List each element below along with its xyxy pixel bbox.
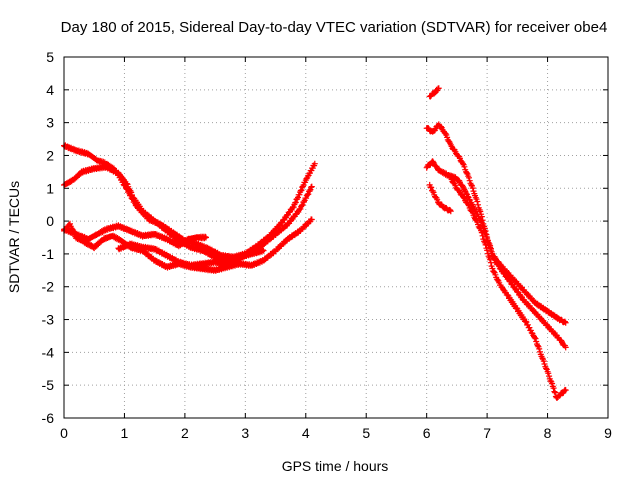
series-track-e	[115, 240, 267, 270]
y-tick-label: 2	[46, 147, 54, 163]
x-tick-label: 5	[362, 425, 370, 441]
x-tick-label: 7	[483, 425, 491, 441]
y-tick-label: -6	[42, 410, 55, 426]
series-markers	[447, 174, 569, 401]
y-tick-label: 1	[46, 180, 54, 196]
y-axis-label: SDTVAR / TECUs	[6, 181, 22, 293]
x-tick-label: 8	[544, 425, 552, 441]
plot-frame	[63, 56, 609, 419]
x-tick-label: 9	[604, 425, 612, 441]
y-tick-label: -3	[42, 312, 55, 328]
x-tick-label: 2	[181, 425, 189, 441]
y-tick-label: -4	[42, 344, 55, 360]
y-tick-label: 4	[46, 82, 54, 98]
y-tick-label: 3	[46, 115, 54, 131]
y-tick-label: -5	[42, 377, 55, 393]
grid	[64, 57, 608, 418]
y-tick-label: -1	[42, 246, 55, 262]
series-track-g	[423, 121, 569, 326]
series-markers	[426, 85, 442, 100]
y-tick-label: 0	[46, 213, 54, 229]
series-track-i	[426, 181, 454, 215]
series-markers	[115, 240, 267, 270]
x-tick-label: 6	[423, 425, 431, 441]
y-tick-label: 5	[46, 49, 54, 65]
data-series	[61, 85, 569, 401]
series-track-j	[447, 174, 569, 401]
series-track-f	[426, 85, 442, 100]
x-tick-label: 4	[302, 425, 310, 441]
chart-title: Day 180 of 2015, Sidereal Day-to-day VTE…	[61, 19, 608, 36]
x-tick-label: 1	[121, 425, 129, 441]
x-axis-label: GPS time / hours	[282, 458, 389, 474]
series-markers	[426, 181, 454, 215]
y-tick-label: -2	[42, 279, 55, 295]
x-tick-label: 0	[60, 425, 68, 441]
series-markers	[423, 121, 569, 326]
x-tick-label: 3	[241, 425, 249, 441]
